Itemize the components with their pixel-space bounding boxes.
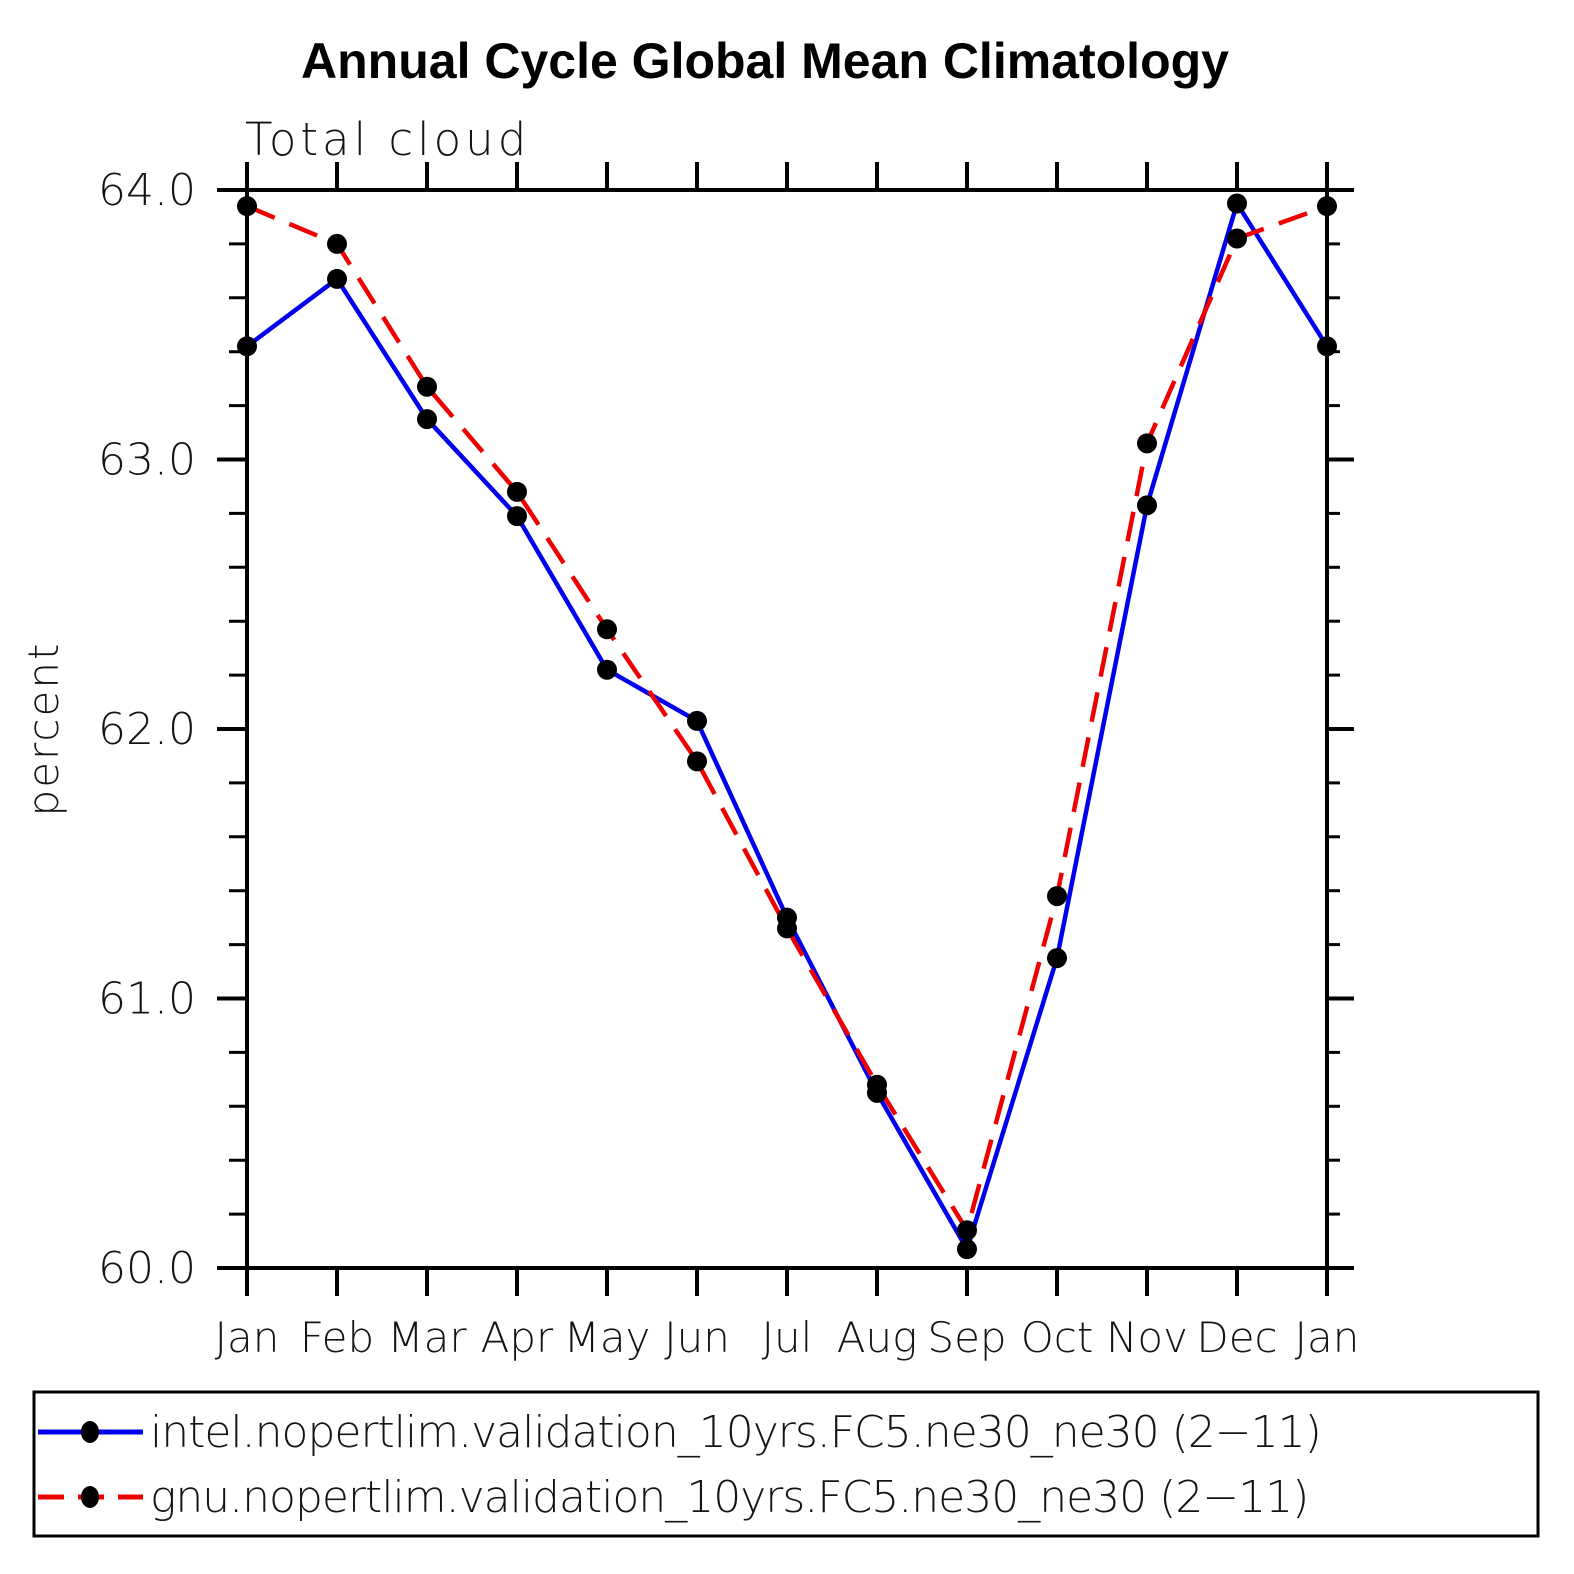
x-tick-label: Apr	[481, 1313, 554, 1362]
data-point-marker	[777, 918, 797, 939]
x-tick-label: May	[564, 1313, 651, 1362]
y-tick-label: 60.0	[98, 1243, 196, 1294]
series-line-gnu	[246, 204, 1328, 1236]
legend: intel.nopertlim.validation_10yrs.FC5.ne3…	[32, 1390, 1540, 1538]
tick-labels: Jan Feb Mar Apr May Jun Jul Aug Sep Oct Nov Dec Jan 6…	[98, 165, 1359, 1362]
data-point-marker	[957, 1239, 977, 1260]
y-tick-label: 62.0	[98, 704, 196, 755]
data-point-marker	[687, 751, 707, 772]
x-tick-label: Nov	[1106, 1313, 1188, 1362]
y-tick-label: 64.0	[98, 165, 196, 216]
data-point-marker	[327, 268, 347, 289]
data-point-marker	[507, 506, 527, 527]
legend-label-intel: intel.nopertlim.validation_10yrs.FC5.ne3…	[150, 1407, 1321, 1458]
data-point-marker	[507, 481, 527, 502]
data-point-marker	[867, 1074, 887, 1095]
data-point-marker	[597, 619, 617, 640]
legend-label-gnu: gnu.nopertlim.validation_10yrs.FC5.ne30_…	[150, 1472, 1308, 1523]
x-tick-label: Oct	[1021, 1313, 1094, 1362]
legend-entry-intel: intel.nopertlim.validation_10yrs.FC5.ne3…	[38, 1407, 1322, 1458]
data-point-marker	[237, 196, 257, 217]
data-point-marker	[1227, 193, 1247, 214]
data-point-marker	[1137, 433, 1157, 454]
legend-marker-dot-icon	[81, 1486, 99, 1508]
x-tick-label: Sep	[927, 1313, 1006, 1362]
data-point-marker	[1137, 495, 1157, 516]
data-point-marker	[687, 710, 707, 731]
series-lines	[245, 198, 1329, 1255]
data-point-marker	[1047, 948, 1067, 969]
chart-subtitle: Total cloud	[245, 113, 530, 166]
data-point-marker	[1047, 886, 1067, 907]
data-point-marker	[237, 336, 257, 357]
data-point-marker	[417, 376, 437, 397]
data-point-marker	[1227, 228, 1247, 249]
y-tick-label: 61.0	[98, 974, 196, 1025]
x-tick-label: Mar	[387, 1313, 467, 1362]
y-axis-label: percent	[19, 642, 68, 817]
chart-title: Annual Cycle Global Mean Climatology	[301, 33, 1229, 89]
data-point-marker	[1317, 196, 1337, 217]
legend-entry-gnu: gnu.nopertlim.validation_10yrs.FC5.ne30_…	[38, 1472, 1309, 1523]
x-tick-label: Dec	[1196, 1313, 1277, 1362]
y-tick-label: 63.0	[98, 435, 196, 486]
x-tick-label: Jun	[664, 1313, 730, 1362]
legend-box	[32, 1390, 1540, 1538]
x-tick-label: Feb	[300, 1313, 374, 1362]
legend-marker-dot-icon	[81, 1421, 99, 1443]
x-tick-label: Jul	[762, 1313, 813, 1362]
data-point-marker	[1317, 336, 1337, 357]
x-tick-label: Aug	[837, 1313, 918, 1362]
x-tick-label: Jan	[215, 1313, 280, 1362]
data-point-markers	[237, 193, 1337, 1260]
data-point-marker	[957, 1220, 977, 1241]
data-point-marker	[327, 233, 347, 254]
axes	[217, 162, 1354, 1296]
data-point-marker	[597, 659, 617, 680]
x-tick-label: Jan	[1295, 1313, 1360, 1362]
data-point-marker	[417, 409, 437, 430]
